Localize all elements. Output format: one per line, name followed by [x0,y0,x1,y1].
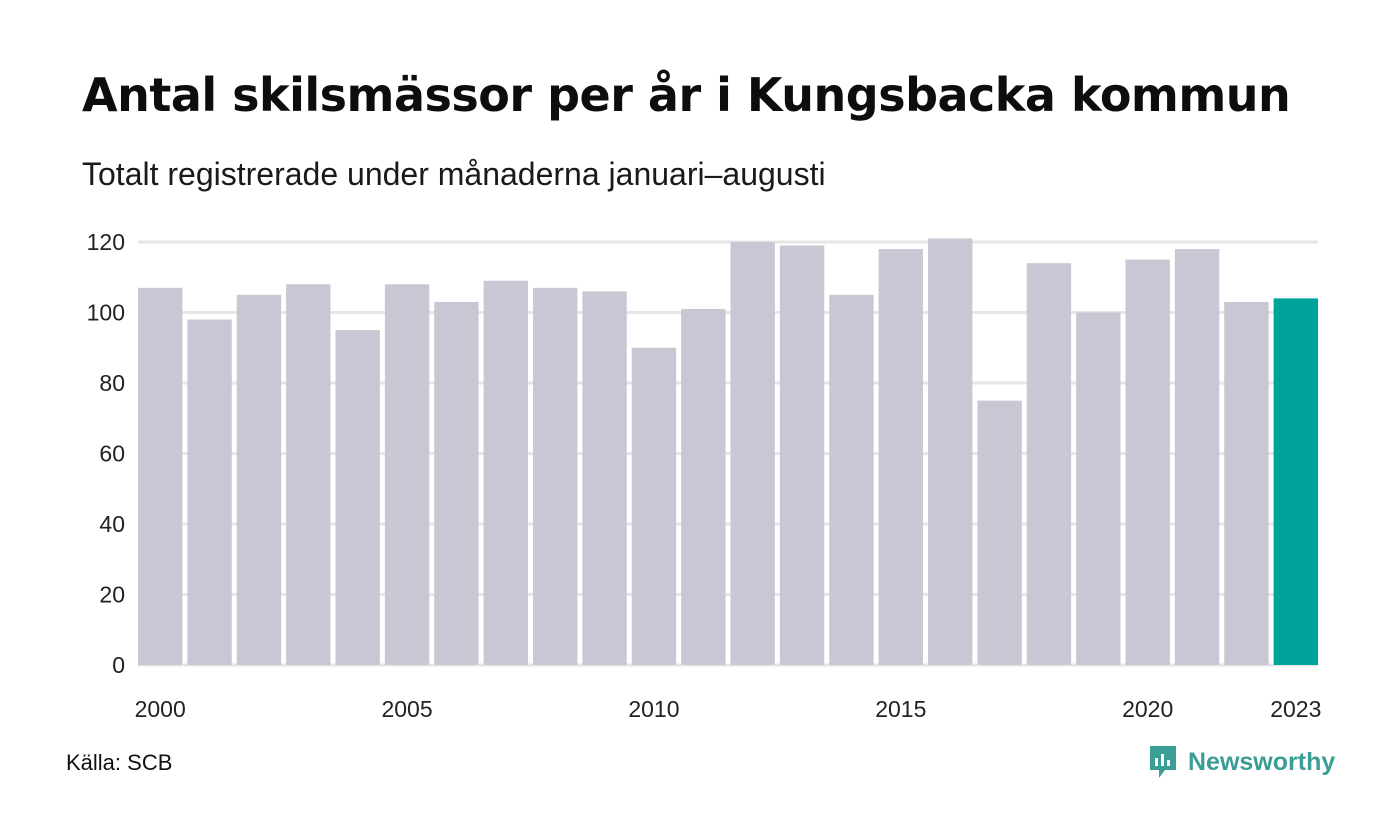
bar-2019 [1076,312,1121,665]
bars [138,238,1318,666]
bar-2010 [631,347,677,665]
chart-subtitle: Totalt registrerade under månaderna janu… [82,156,826,192]
bar-2015 [878,249,923,666]
bar-2007 [483,280,528,665]
bar-2018 [1026,263,1072,665]
bar-2006 [434,301,479,665]
bar-2016 [928,238,973,665]
y-tick-label: 120 [87,229,125,255]
bar-2002 [236,294,282,665]
bar-2013 [779,245,825,665]
bar-2009 [582,291,627,665]
bar-2008 [533,287,578,665]
x-tick-label: 2023 [1270,696,1321,722]
y-tick-label: 100 [87,300,125,326]
bar-2020 [1125,259,1170,665]
bar-2017 [977,400,1022,665]
brand-name: Newsworthy [1188,747,1336,776]
bar-2014 [829,294,874,665]
bar-2003 [286,284,331,665]
x-tick-label: 2020 [1122,696,1173,722]
y-tick-label: 40 [99,511,125,537]
bar-2023 [1273,298,1318,665]
bar-2012 [730,242,775,665]
bar-2000 [138,287,183,665]
bar-2011 [681,308,726,665]
bar-2021 [1174,249,1220,666]
gridlines [138,240,1318,667]
x-tick-label: 2000 [135,696,186,722]
brand-logo[interactable]: Newsworthy [1148,744,1335,780]
y-axis-ticks: 0 20 40 60 80 100 120 [87,229,125,678]
source-note: Källa: SCB [66,750,173,775]
chart-title: Antal skilsmässor per år i Kungsbacka ko… [82,68,1291,122]
newsworthy-logo-icon [1150,746,1176,778]
y-tick-label: 60 [99,441,125,467]
bar-2005 [384,284,430,665]
y-tick-label: 80 [99,370,125,396]
x-tick-label: 2005 [381,696,432,722]
bar-2001 [187,319,232,665]
bar-2004 [335,330,380,665]
x-axis-ticks: 2000 2005 2010 2015 2020 2023 [135,696,1322,722]
y-tick-label: 0 [112,652,125,678]
x-tick-label: 2015 [875,696,926,722]
y-tick-label: 20 [99,582,125,608]
bar-2022 [1224,301,1269,665]
x-tick-label: 2010 [628,696,679,722]
